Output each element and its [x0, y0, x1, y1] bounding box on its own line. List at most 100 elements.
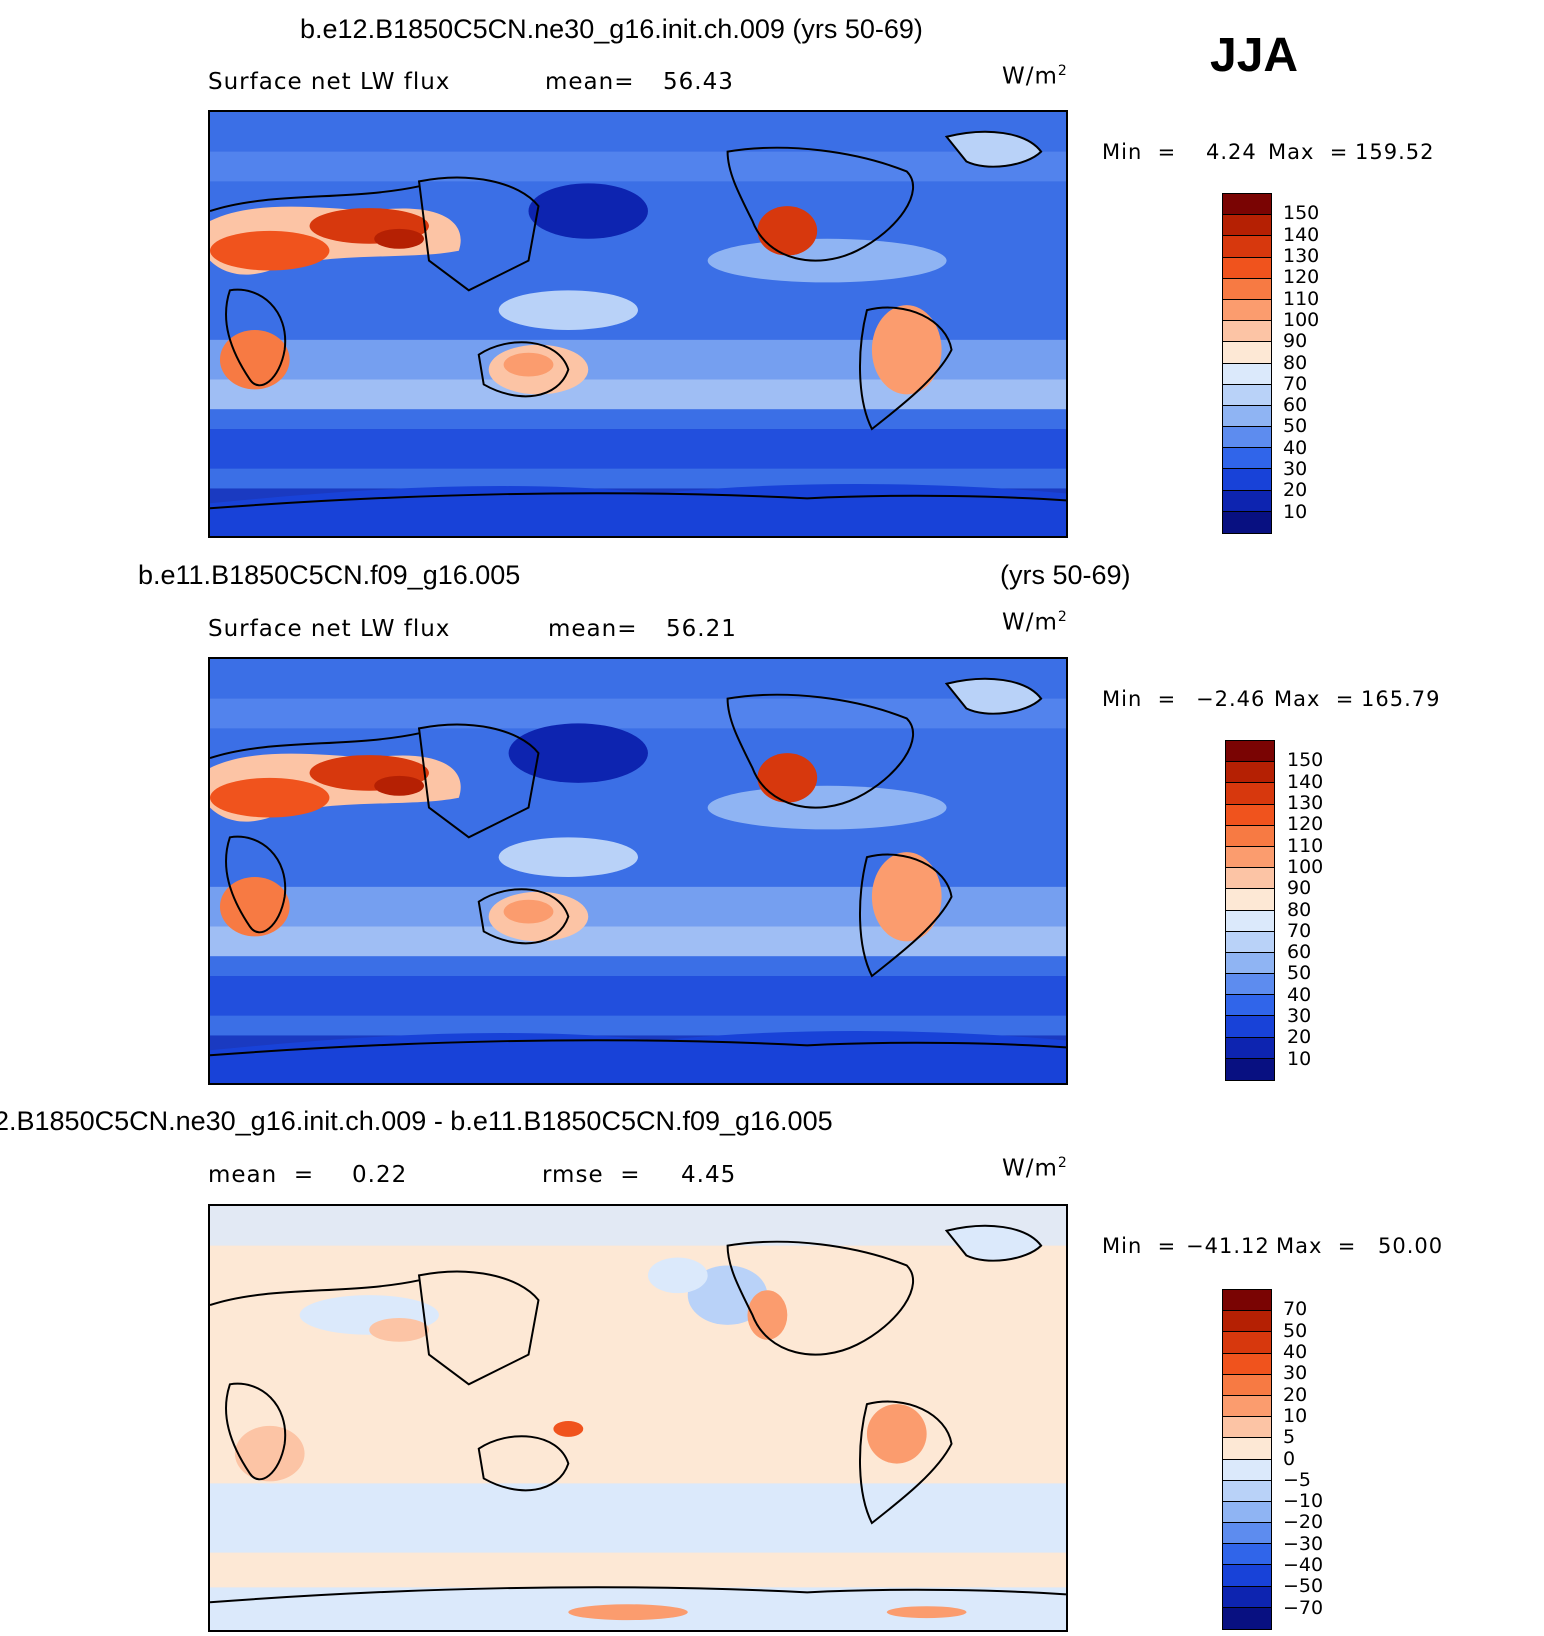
colorbar-tick-label: 120: [1287, 813, 1324, 836]
colorbar-tick-label: 50: [1287, 962, 1312, 985]
panel2-title-years: (yrs 50-69): [1000, 560, 1131, 590]
colorbar-tick-label: 90: [1283, 330, 1308, 353]
panel2-max-label: Max =: [1274, 687, 1355, 711]
colorbar-tick-label: 20: [1283, 1383, 1308, 1406]
colorbar-tick-label: 140: [1283, 223, 1320, 246]
colorbar-segment: [1226, 974, 1274, 996]
panel3-min-value: −41.12: [1186, 1234, 1270, 1258]
panel3-rmse-label: rmse =: [542, 1162, 641, 1188]
colorbar-segment: [1223, 448, 1271, 470]
colorbar-tick-label: −5: [1283, 1468, 1312, 1491]
colorbar-segment: [1223, 1311, 1271, 1333]
colorbar-tick-label: −70: [1283, 1596, 1324, 1619]
colorbar-segment: [1226, 1037, 1274, 1059]
colorbar-tick-label: 30: [1283, 458, 1308, 481]
colorbar-segment: [1223, 1374, 1271, 1396]
colorbar-segment: [1223, 1607, 1271, 1629]
colorbar-tick-label: 90: [1287, 877, 1312, 900]
colorbar-segment: [1223, 490, 1271, 512]
colorbar-tick-label: 80: [1283, 351, 1308, 374]
panel1-title: b.e12.B1850C5CN.ne30_g16.init.ch.009 (yr…: [300, 14, 923, 44]
colorbar-tick-label: 70: [1287, 919, 1312, 942]
colorbar-tick-label: 70: [1283, 1298, 1308, 1321]
colorbar-tick-label: −40: [1283, 1554, 1324, 1577]
colorbar-segment: [1226, 846, 1274, 869]
colorbar-segment: [1223, 236, 1271, 258]
colorbar-segment: [1226, 889, 1274, 911]
colorbar-segment: [1223, 1501, 1271, 1524]
colorbar-segment: [1226, 741, 1274, 763]
colorbar-segment: [1223, 1290, 1271, 1312]
season-label: JJA: [1210, 29, 1299, 82]
colorbar-tick-label: −20: [1283, 1511, 1324, 1534]
colorbar-tick-label: 0: [1283, 1447, 1296, 1470]
panel2-map: [208, 657, 1068, 1085]
colorbar-tick-label: 10: [1283, 1404, 1308, 1427]
panel1-units: W/m2: [1002, 63, 1068, 90]
colorbar-segment: [1223, 194, 1271, 216]
colorbar-segment: [1223, 342, 1271, 364]
panel3-rmse-value: 4.45: [681, 1162, 737, 1188]
colorbar-segment: [1223, 299, 1271, 322]
panel1-mean-value: 56.43: [663, 69, 734, 95]
panel2-units: W/m2: [1002, 609, 1068, 636]
colorbar-segment: [1226, 825, 1274, 847]
colorbar-tick-label: 140: [1287, 770, 1324, 793]
panel2-mean-value: 56.21: [666, 616, 737, 642]
colorbar-tick-label: 20: [1287, 1026, 1312, 1049]
colorbar-tick-label: 30: [1283, 1362, 1308, 1385]
colorbar-segment: [1223, 363, 1271, 385]
panel3-mean-value: 0.22: [352, 1162, 408, 1188]
colorbar-segment: [1223, 405, 1271, 428]
colorbar-tick-label: 50: [1283, 415, 1308, 438]
colorbar-tick-label: 60: [1287, 941, 1312, 964]
colorbar-tick-label: 40: [1283, 1340, 1308, 1363]
colorbar-segment: [1223, 1459, 1271, 1481]
colorbar-segment: [1223, 1565, 1271, 1587]
panel1-mean-label: mean=: [545, 69, 635, 95]
colorbar-segment: [1223, 1395, 1271, 1418]
panel2-title: b.e11.B1850C5CN.f09_g16.005: [138, 560, 521, 590]
colorbar-tick-label: 40: [1283, 436, 1308, 459]
panel2-mean-label: mean=: [548, 616, 638, 642]
colorbar-segment: [1223, 321, 1271, 343]
colorbar-segment: [1226, 868, 1274, 890]
colorbar-tick-label: 10: [1287, 1047, 1312, 1070]
panel2-min-label: Min =: [1102, 687, 1177, 711]
colorbar-tick-label: 50: [1283, 1319, 1308, 1342]
colorbar-segment: [1226, 804, 1274, 826]
colorbar-tick-label: 5: [1283, 1426, 1296, 1449]
colorbar-tick-label: 80: [1287, 898, 1312, 921]
colorbar-segment: [1226, 931, 1274, 953]
colorbar-tick-label: 110: [1283, 287, 1320, 310]
colorbar-segment: [1223, 1438, 1271, 1460]
panel1-min-label: Min =: [1102, 140, 1177, 164]
colorbar-segment: [1223, 1586, 1271, 1608]
colorbar-tick-label: 70: [1283, 372, 1308, 395]
panel1-map: [208, 110, 1068, 538]
colorbar-tick-label: 10: [1283, 500, 1308, 523]
colorbar-tick-label: 30: [1287, 1005, 1312, 1028]
panel3-max-label: Max =: [1276, 1234, 1357, 1258]
colorbar-segment: [1223, 511, 1271, 533]
panel3-units: W/m2: [1002, 1155, 1068, 1182]
panel1-colorbar: [1222, 193, 1272, 534]
colorbar-segment: [1223, 1523, 1271, 1545]
colorbar-segment: [1223, 257, 1271, 279]
colorbar-segment: [1223, 384, 1271, 406]
panel3-map-field: [210, 1206, 1066, 1630]
panel3-map: [208, 1204, 1068, 1632]
colorbar-tick-label: 120: [1283, 266, 1320, 289]
colorbar-segment: [1223, 427, 1271, 449]
colorbar-tick-label: 40: [1287, 983, 1312, 1006]
colorbar-segment: [1223, 1417, 1271, 1439]
colorbar-tick-label: 150: [1283, 202, 1320, 225]
panel2-variable: Surface net LW flux: [208, 616, 451, 642]
colorbar-tick-label: −50: [1283, 1575, 1324, 1598]
colorbar-segment: [1226, 762, 1274, 784]
panel2-map-field: [210, 659, 1066, 1083]
colorbar-tick-label: 130: [1287, 791, 1324, 814]
panel1-map-field: [210, 112, 1066, 536]
colorbar-segment: [1223, 215, 1271, 237]
panel1-max-label: Max =: [1268, 140, 1349, 164]
